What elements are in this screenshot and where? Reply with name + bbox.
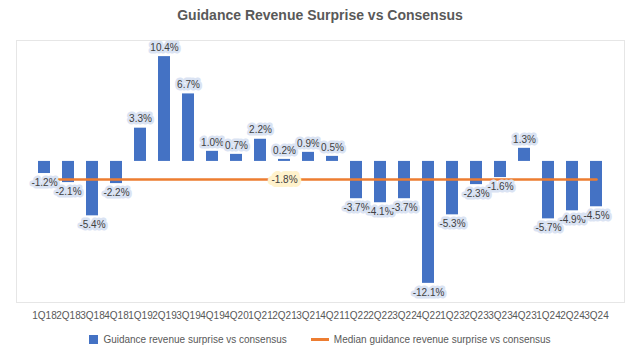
svg-text:0.9%: 0.9%	[297, 138, 320, 149]
svg-text:3Q19: 3Q19	[176, 310, 201, 321]
svg-text:1.3%: 1.3%	[513, 134, 536, 145]
svg-text:4Q23: 4Q23	[512, 310, 537, 321]
svg-text:2Q23: 2Q23	[464, 310, 489, 321]
svg-text:2Q18: 2Q18	[56, 310, 81, 321]
svg-text:1Q21: 1Q21	[248, 310, 273, 321]
svg-text:1.0%: 1.0%	[201, 137, 224, 148]
svg-text:-3.7%: -3.7%	[391, 202, 417, 213]
svg-text:-1.8%: -1.8%	[271, 174, 297, 185]
svg-text:-12.1%: -12.1%	[413, 287, 445, 298]
svg-text:0.7%: 0.7%	[225, 140, 248, 151]
svg-text:3Q22: 3Q22	[392, 310, 417, 321]
svg-text:4Q20: 4Q20	[224, 310, 249, 321]
svg-text:2Q21: 2Q21	[272, 310, 297, 321]
html-text:Guidance Revenue Surprise vs C: Guidance Revenue Surprise vs Consensus	[177, 7, 463, 23]
svg-text:-1.2%: -1.2%	[31, 177, 57, 188]
svg-text:-2.1%: -2.1%	[55, 186, 81, 197]
svg-text:-1.6%: -1.6%	[487, 181, 513, 192]
svg-text:1Q24: 1Q24	[536, 310, 561, 321]
svg-text:0.5%: 0.5%	[321, 142, 344, 153]
svg-text:-2.2%: -2.2%	[103, 187, 129, 198]
svg-text:2Q24: 2Q24	[560, 310, 585, 321]
svg-text:2Q19: 2Q19	[152, 310, 177, 321]
svg-text:3.3%: 3.3%	[129, 113, 152, 124]
svg-text:-5.4%: -5.4%	[79, 219, 105, 230]
svg-text:4Q22: 4Q22	[416, 310, 441, 321]
svg-text:-2.3%: -2.3%	[463, 188, 489, 199]
svg-text:1Q19: 1Q19	[128, 310, 153, 321]
svg-text:0.2%: 0.2%	[273, 145, 296, 156]
svg-text:3Q21: 3Q21	[296, 310, 321, 321]
svg-text:6.7%: 6.7%	[177, 79, 200, 90]
html-text:Guidance revenue surprise vs c: Guidance revenue surprise vs consensus	[103, 333, 287, 345]
svg-text:4Q19: 4Q19	[200, 310, 225, 321]
svg-text:-4.1%: -4.1%	[367, 206, 393, 217]
svg-text:3Q23: 3Q23	[488, 310, 513, 321]
svg-text:1Q18: 1Q18	[32, 310, 57, 321]
svg-text:2.2%: 2.2%	[249, 124, 272, 135]
svg-text:1Q22: 1Q22	[344, 310, 369, 321]
svg-text:-5.7%: -5.7%	[535, 222, 561, 233]
svg-text:4Q18: 4Q18	[104, 310, 129, 321]
svg-text:4Q21: 4Q21	[320, 310, 345, 321]
svg-text:3Q18: 3Q18	[80, 310, 105, 321]
svg-text:-4.5%: -4.5%	[583, 210, 609, 221]
svg-text:-3.7%: -3.7%	[343, 202, 369, 213]
svg-text:-4.9%: -4.9%	[559, 214, 585, 225]
svg-text:10.4%: 10.4%	[150, 42, 178, 53]
svg-text:1Q23: 1Q23	[440, 310, 465, 321]
html-text:Median guidance revenue surpri: Median guidance revenue surprise vs cons…	[333, 333, 551, 345]
svg-text:-5.3%: -5.3%	[439, 218, 465, 229]
svg-text:3Q24: 3Q24	[584, 310, 609, 321]
svg-text:2Q22: 2Q22	[368, 310, 393, 321]
